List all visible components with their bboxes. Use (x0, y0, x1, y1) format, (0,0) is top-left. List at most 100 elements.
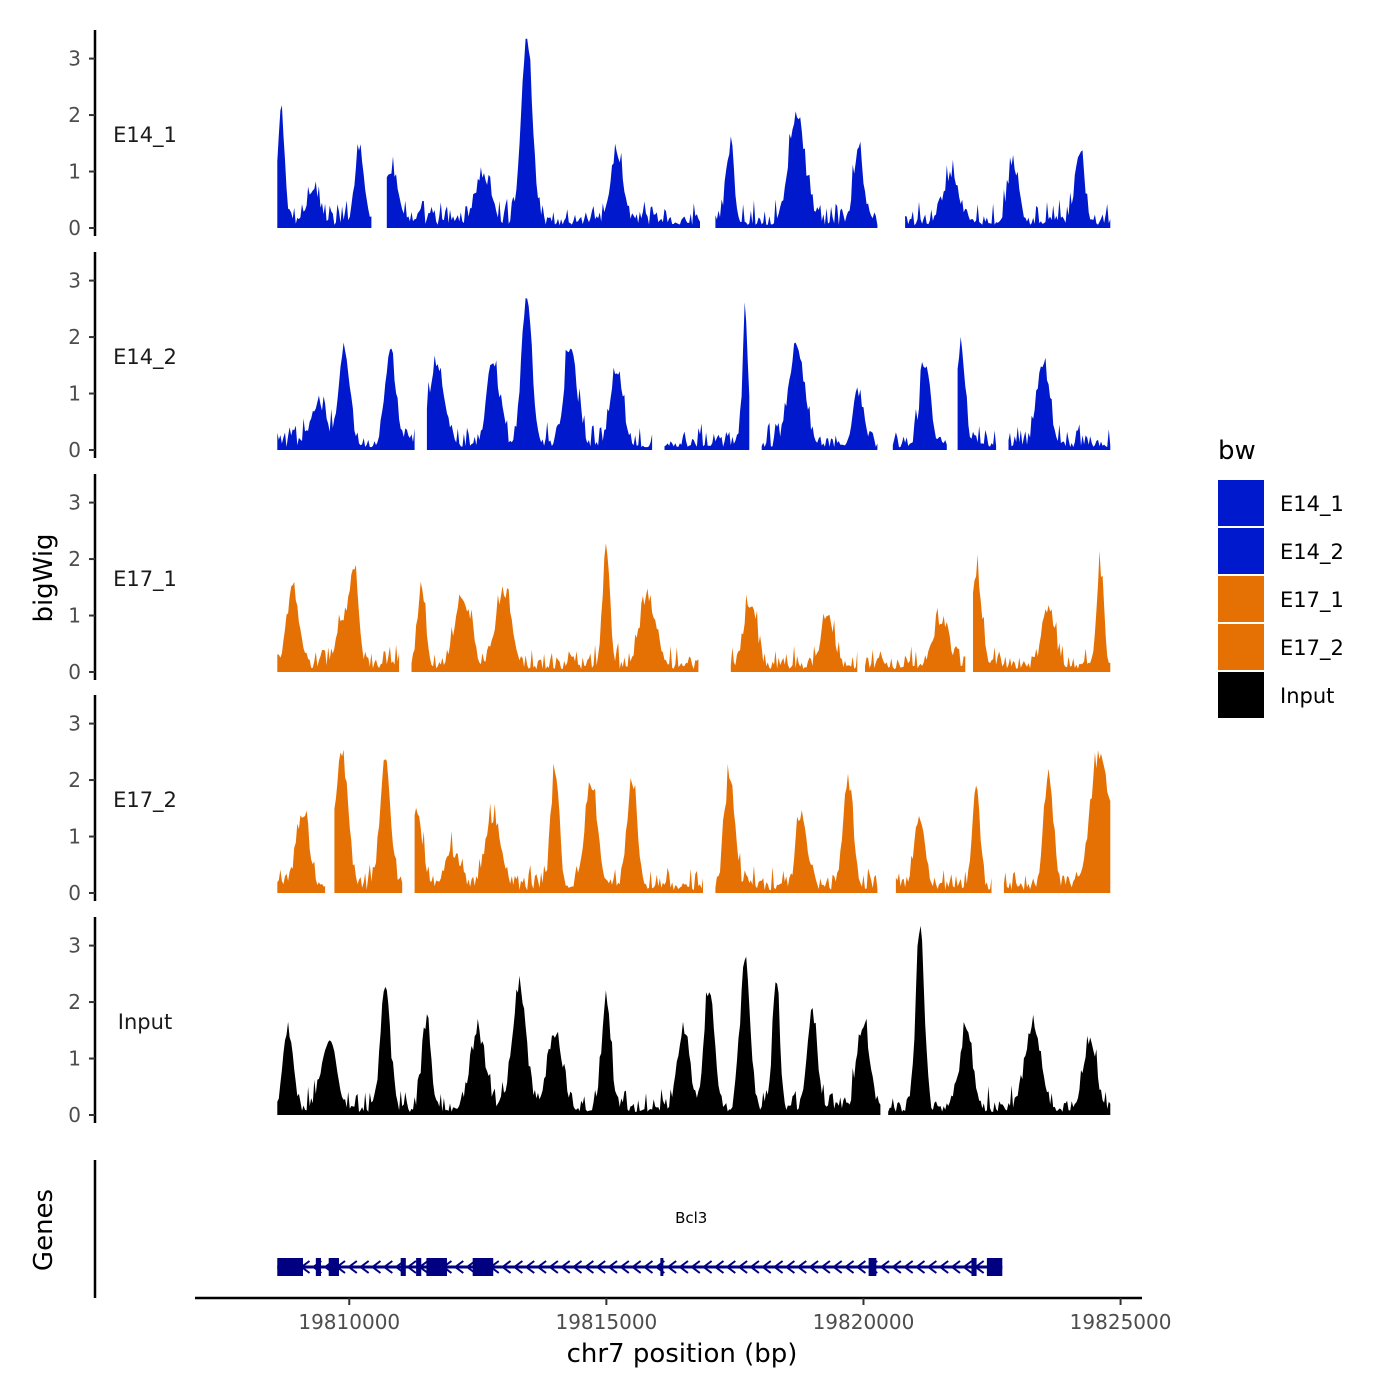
strand-arrow (678, 1260, 689, 1274)
strand-arrow (855, 1260, 866, 1274)
signal-area-e17-2 (277, 749, 1111, 893)
gene-exon (328, 1258, 339, 1276)
strand-arrow (666, 1260, 677, 1274)
strand-arrow (725, 1260, 736, 1274)
gene-exon (868, 1258, 877, 1276)
gene-exon (315, 1258, 321, 1276)
strand-arrow (962, 1260, 973, 1274)
strand-arrow (465, 1260, 476, 1274)
signal-area-e14-1 (277, 38, 1111, 228)
y-tick-label: 2 (68, 990, 81, 1014)
strand-arrow (713, 1260, 725, 1274)
track-panel-input: 0 1 2 3 Input (68, 917, 1111, 1127)
legend-title: bw (1218, 436, 1256, 466)
strand-arrow (536, 1260, 547, 1274)
legend-label: Input (1280, 684, 1334, 708)
y-tick-label: 3 (68, 712, 81, 736)
y-tick-label: 1 (68, 382, 81, 406)
strand-arrow (500, 1260, 512, 1274)
strand-arrow (832, 1260, 843, 1274)
track-panel-e17-2: 0 1 2 3 E17_2 (68, 695, 1111, 905)
legend-swatch (1218, 624, 1264, 670)
strand-arrow (370, 1260, 382, 1274)
strand-arrow (607, 1260, 618, 1274)
gene-exon (986, 1258, 1003, 1276)
y-tick-label: 1 (68, 604, 81, 628)
y-axis-title: bigWig (29, 533, 59, 622)
strand-arrow (950, 1260, 961, 1274)
y-tick-label: 2 (68, 103, 81, 127)
x-tick-label: 19810000 (298, 1310, 400, 1334)
x-tick-label: 19825000 (1070, 1310, 1172, 1334)
strand-arrow (571, 1260, 583, 1274)
legend-label: E17_2 (1280, 636, 1344, 661)
genes-panel-title: Genes (29, 1189, 59, 1271)
legend-label: E14_2 (1280, 540, 1344, 565)
strand-arrow (524, 1260, 535, 1274)
legend: bw E14_1 E14_2 E17_1 E17_2 Input (1218, 436, 1344, 718)
x-axis-title: chr7 position (bp) (567, 1339, 798, 1369)
gene-exon (472, 1258, 494, 1276)
strand-arrow (926, 1260, 937, 1274)
track-panel-e14-2: 0 1 2 3 E14_2 (68, 252, 1111, 462)
strand-arrow (808, 1260, 819, 1274)
signal-area-e17-1 (277, 543, 1111, 672)
track-label: Input (118, 1010, 172, 1034)
signal-area-input (277, 925, 1111, 1115)
x-tick-label: 19820000 (813, 1310, 915, 1334)
strand-arrow (631, 1260, 642, 1274)
y-tick-label: 3 (68, 934, 81, 958)
y-tick-label: 2 (68, 547, 81, 571)
strand-arrow (914, 1260, 926, 1274)
y-tick-label: 1 (68, 825, 81, 849)
x-tick-label: 19815000 (555, 1310, 657, 1334)
strand-arrow (938, 1260, 949, 1274)
gene-exon (400, 1258, 406, 1276)
strand-arrow (358, 1260, 370, 1274)
legend-swatch (1218, 672, 1264, 718)
y-tick-label: 2 (68, 325, 81, 349)
strand-arrow (772, 1260, 784, 1274)
y-tick-label: 0 (68, 660, 81, 684)
y-tick-label: 3 (68, 47, 81, 71)
strand-arrow (453, 1260, 464, 1274)
y-tick-label: 0 (68, 881, 81, 905)
strand-arrow (583, 1260, 594, 1274)
y-tick-label: 0 (68, 216, 81, 240)
strand-arrow (406, 1260, 417, 1274)
strand-arrow (595, 1260, 606, 1274)
strand-arrow (749, 1260, 760, 1274)
track-label: E17_1 (113, 567, 177, 592)
genes-panel: Bcl3 (93, 1160, 1003, 1298)
strand-arrow (891, 1260, 902, 1274)
strand-arrow (548, 1260, 559, 1274)
strand-arrow (560, 1260, 571, 1274)
track-panels: 0 1 2 3 E14_1 0 1 2 3 E14_2 0 1 2 3 E17_1 0 1 2 3 E17_2 0 1 2 3… (68, 30, 1111, 1127)
legend-swatch (1218, 480, 1264, 526)
strand-arrow (820, 1260, 831, 1274)
strand-arrow (843, 1260, 855, 1274)
gene-name-label: Bcl3 (675, 1209, 707, 1227)
strand-arrow (642, 1260, 654, 1274)
y-tick-label: 0 (68, 438, 81, 462)
track-label: E14_1 (113, 123, 177, 148)
gene-exon (971, 1258, 977, 1276)
strand-arrow (382, 1260, 393, 1274)
signal-area-e14-2 (277, 298, 1111, 450)
strand-arrow (903, 1260, 914, 1274)
y-tick-label: 3 (68, 269, 81, 293)
strand-arrow (737, 1260, 748, 1274)
strand-arrow (619, 1260, 630, 1274)
y-tick-label: 1 (68, 160, 81, 184)
gene-exon (426, 1258, 447, 1276)
strand-arrow (347, 1260, 358, 1274)
legend-label: E17_1 (1280, 588, 1344, 613)
track-label: E14_2 (113, 345, 177, 370)
strand-arrow (512, 1260, 524, 1274)
strand-arrow (761, 1260, 772, 1274)
gene-exon (416, 1258, 422, 1276)
legend-swatch (1218, 576, 1264, 622)
track-panel-e14-1: 0 1 2 3 E14_1 (68, 30, 1111, 240)
y-tick-label: 0 (68, 1103, 81, 1127)
